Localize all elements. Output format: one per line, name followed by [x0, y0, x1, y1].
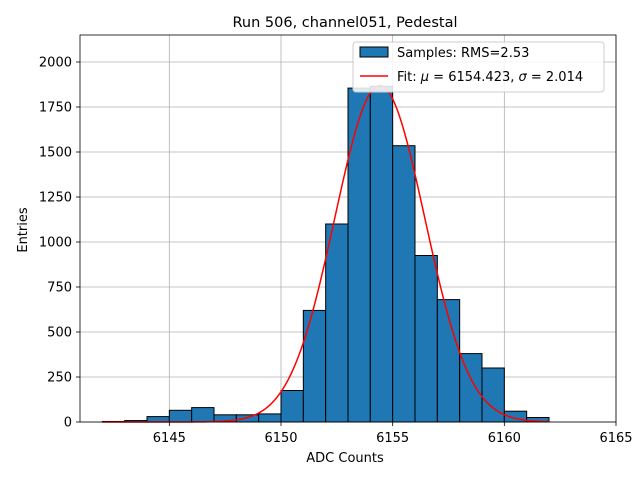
legend-fit-sigma-symbol: σ	[519, 70, 528, 85]
histogram-bar	[235, 414, 260, 423]
y-tick-label: 0	[64, 416, 72, 431]
legend-box	[352, 41, 605, 93]
x-tick-label: 6155	[376, 431, 409, 446]
histogram-bar	[414, 255, 438, 423]
histogram-bar	[459, 353, 483, 423]
histogram-bar	[302, 309, 327, 423]
y-tick-label: 750	[47, 281, 72, 296]
legend-fit-label: Fit: μ = 6154.423, σ = 2.014	[397, 70, 583, 85]
histogram-bar	[146, 416, 170, 423]
y-tick-label: 2000	[39, 56, 72, 71]
legend-histogram-label: Samples: RMS=2.53	[397, 46, 529, 61]
legend-fit-sigma-value: = 2.014	[527, 70, 583, 85]
y-tick-label: 500	[47, 326, 72, 341]
x-tick-label: 6160	[488, 431, 521, 446]
y-tick-label: 1000	[39, 236, 72, 251]
histogram-bar	[258, 413, 282, 423]
histogram-bar	[280, 390, 304, 423]
x-axis-label: ADC Counts	[306, 451, 384, 466]
histogram-bar	[347, 87, 371, 423]
histogram-bar	[168, 409, 193, 423]
histogram-bar	[325, 223, 349, 423]
legend-fit-mu-symbol: μ	[420, 70, 429, 85]
histogram-bar	[369, 85, 394, 423]
chart-title: Run 506, channel051, Pedestal	[232, 15, 457, 31]
legend-fit-prefix: Fit:	[397, 70, 421, 85]
histogram-bars	[101, 85, 550, 423]
axis-ticks: 6145 6150 6155 6160 6165 0 250 500 750 1000 1250 15…	[39, 56, 633, 447]
x-tick-label: 6145	[153, 431, 186, 446]
histogram-bar	[392, 145, 416, 423]
y-axis-label: Entries	[16, 207, 31, 253]
y-tick-label: 250	[47, 371, 72, 386]
legend-histogram-swatch	[359, 46, 389, 58]
y-tick-label: 1500	[39, 146, 72, 161]
legend: Samples: RMS=2.53 Fit: μ = 6154.423, σ =…	[352, 41, 605, 93]
x-tick-label: 6150	[264, 431, 297, 446]
y-tick-label: 1750	[39, 101, 72, 116]
x-tick-label: 6165	[599, 431, 632, 446]
plot-frame	[79, 34, 617, 423]
y-tick-label: 1250	[39, 191, 72, 206]
legend-fit-mu-value: = 6154.423,	[429, 70, 518, 85]
histogram-bar	[191, 407, 215, 423]
